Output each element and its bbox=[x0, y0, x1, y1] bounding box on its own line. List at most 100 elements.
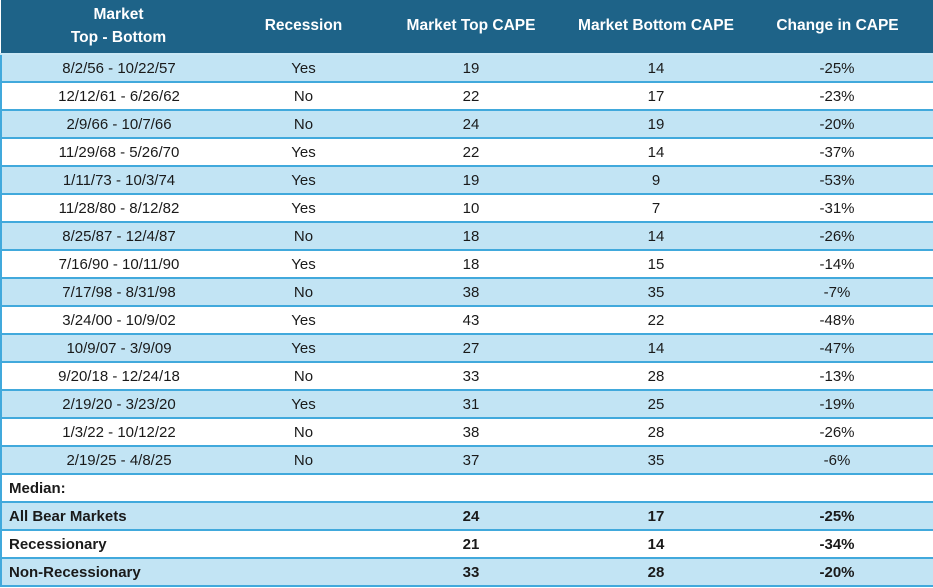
recession-cell: No bbox=[236, 110, 371, 139]
top-cape-cell bbox=[371, 474, 571, 503]
top-cape-cell: 38 bbox=[371, 418, 571, 447]
table-row: 1/11/73 - 10/3/74 Yes 19 9 -53% bbox=[0, 166, 933, 195]
date-range-cell: 9/20/18 - 12/24/18 bbox=[0, 362, 236, 391]
top-cape-cell: 18 bbox=[371, 222, 571, 251]
change-cell: -6% bbox=[741, 446, 933, 475]
date-range-cell: 7/17/98 - 8/31/98 bbox=[0, 278, 236, 307]
top-cape-cell: 22 bbox=[371, 138, 571, 167]
recession-cell: Yes bbox=[236, 306, 371, 335]
bottom-cape-cell: 14 bbox=[571, 530, 741, 559]
change-cell: -14% bbox=[741, 250, 933, 279]
recession-cell: No bbox=[236, 222, 371, 251]
recession-cell: No bbox=[236, 418, 371, 447]
recession-cell: No bbox=[236, 82, 371, 111]
change-cell: -47% bbox=[741, 334, 933, 363]
recession-cell: Yes bbox=[236, 194, 371, 223]
top-cape-cell: 21 bbox=[371, 530, 571, 559]
top-cape-cell: 27 bbox=[371, 334, 571, 363]
table-row: 2/9/66 - 10/7/66 No 24 19 -20% bbox=[0, 110, 933, 139]
date-range-cell: Non-Recessionary bbox=[0, 558, 236, 587]
date-range-cell: All Bear Markets bbox=[0, 502, 236, 531]
bottom-cape-cell: 25 bbox=[571, 390, 741, 419]
bottom-cape-cell: 15 bbox=[571, 250, 741, 279]
bottom-cape-cell: 19 bbox=[571, 110, 741, 139]
bottom-cape-cell: 17 bbox=[571, 82, 741, 111]
top-cape-cell: 37 bbox=[371, 446, 571, 475]
bottom-cape-cell: 9 bbox=[571, 166, 741, 195]
bottom-cape-cell: 35 bbox=[571, 278, 741, 307]
bottom-cape-cell: 28 bbox=[571, 362, 741, 391]
recession-cell: No bbox=[236, 362, 371, 391]
table-row: 9/20/18 - 12/24/18 No 33 28 -13% bbox=[0, 362, 933, 391]
recession-cell: No bbox=[236, 446, 371, 475]
top-cape-cell: 18 bbox=[371, 250, 571, 279]
bottom-cape-cell: 14 bbox=[571, 222, 741, 251]
summary-row: Recessionary 21 14 -34% bbox=[0, 530, 933, 559]
top-cape-cell: 31 bbox=[371, 390, 571, 419]
table-row: 8/2/56 - 10/22/57 Yes 19 14 -25% bbox=[0, 54, 933, 83]
change-cell: -13% bbox=[741, 362, 933, 391]
change-cell: -26% bbox=[741, 222, 933, 251]
table-row: 1/3/22 - 10/12/22 No 38 28 -26% bbox=[0, 418, 933, 447]
table-row: 8/25/87 - 12/4/87 No 18 14 -26% bbox=[0, 222, 933, 251]
table-row: 11/28/80 - 8/12/82 Yes 10 7 -31% bbox=[0, 194, 933, 223]
date-range-cell: 11/29/68 - 5/26/70 bbox=[0, 138, 236, 167]
date-range-cell: 10/9/07 - 3/9/09 bbox=[0, 334, 236, 363]
recession-cell: Yes bbox=[236, 390, 371, 419]
recession-cell: Yes bbox=[236, 138, 371, 167]
bottom-cape-cell bbox=[571, 474, 741, 503]
recession-cell: Yes bbox=[236, 54, 371, 83]
date-range-cell: 12/12/61 - 6/26/62 bbox=[0, 82, 236, 111]
col-header-recession: Recession bbox=[236, 0, 371, 55]
date-range-cell: 8/2/56 - 10/22/57 bbox=[0, 54, 236, 83]
col-header-market-top-bottom: Market Top - Bottom bbox=[1, 0, 236, 55]
table-row: 11/29/68 - 5/26/70 Yes 22 14 -37% bbox=[0, 138, 933, 167]
bottom-cape-cell: 14 bbox=[571, 54, 741, 83]
top-cape-cell: 38 bbox=[371, 278, 571, 307]
col-header-market-top-cape: Market Top CAPE bbox=[371, 0, 571, 55]
top-cape-cell: 10 bbox=[371, 194, 571, 223]
recession-cell bbox=[236, 558, 371, 587]
date-range-cell: 1/11/73 - 10/3/74 bbox=[0, 166, 236, 195]
change-cell: -26% bbox=[741, 418, 933, 447]
recession-cell: No bbox=[236, 278, 371, 307]
change-cell: -34% bbox=[741, 530, 933, 559]
col-header-market-line2: Top - Bottom bbox=[70, 28, 167, 46]
summary-row: All Bear Markets 24 17 -25% bbox=[0, 502, 933, 531]
date-range-cell: Median: bbox=[0, 474, 236, 503]
date-range-cell: 7/16/90 - 10/11/90 bbox=[0, 250, 236, 279]
table-row: 10/9/07 - 3/9/09 Yes 27 14 -47% bbox=[0, 334, 933, 363]
change-cell: -37% bbox=[741, 138, 933, 167]
date-range-cell: 8/25/87 - 12/4/87 bbox=[0, 222, 236, 251]
change-cell: -7% bbox=[741, 278, 933, 307]
table-row: 12/12/61 - 6/26/62 No 22 17 -23% bbox=[0, 82, 933, 111]
top-cape-cell: 33 bbox=[371, 362, 571, 391]
table-row: 2/19/20 - 3/23/20 Yes 31 25 -19% bbox=[0, 390, 933, 419]
bottom-cape-cell: 14 bbox=[571, 334, 741, 363]
table-row: 3/24/00 - 10/9/02 Yes 43 22 -48% bbox=[0, 306, 933, 335]
change-cell: -20% bbox=[741, 110, 933, 139]
header-row: Market Top - Bottom Recession Market Top… bbox=[1, 0, 933, 55]
date-range-cell: 2/9/66 - 10/7/66 bbox=[0, 110, 236, 139]
bottom-cape-cell: 28 bbox=[571, 418, 741, 447]
top-cape-cell: 19 bbox=[371, 54, 571, 83]
change-cell: -23% bbox=[741, 82, 933, 111]
change-cell: -20% bbox=[741, 558, 933, 587]
table-row: 7/16/90 - 10/11/90 Yes 18 15 -14% bbox=[0, 250, 933, 279]
change-cell bbox=[741, 474, 933, 503]
col-header-market-line1: Market bbox=[93, 6, 144, 24]
bottom-cape-cell: 17 bbox=[571, 502, 741, 531]
date-range-cell: Recessionary bbox=[0, 530, 236, 559]
recession-cell: Yes bbox=[236, 334, 371, 363]
top-cape-cell: 43 bbox=[371, 306, 571, 335]
change-cell: -48% bbox=[741, 306, 933, 335]
bottom-cape-cell: 28 bbox=[571, 558, 741, 587]
date-range-cell: 3/24/00 - 10/9/02 bbox=[0, 306, 236, 335]
summary-row: Non-Recessionary 33 28 -20% bbox=[0, 558, 933, 587]
recession-cell: Yes bbox=[236, 166, 371, 195]
date-range-cell: 11/28/80 - 8/12/82 bbox=[0, 194, 236, 223]
table-row: 2/19/25 - 4/8/25 No 37 35 -6% bbox=[0, 446, 933, 475]
top-cape-cell: 19 bbox=[371, 166, 571, 195]
date-range-cell: 2/19/20 - 3/23/20 bbox=[0, 390, 236, 419]
